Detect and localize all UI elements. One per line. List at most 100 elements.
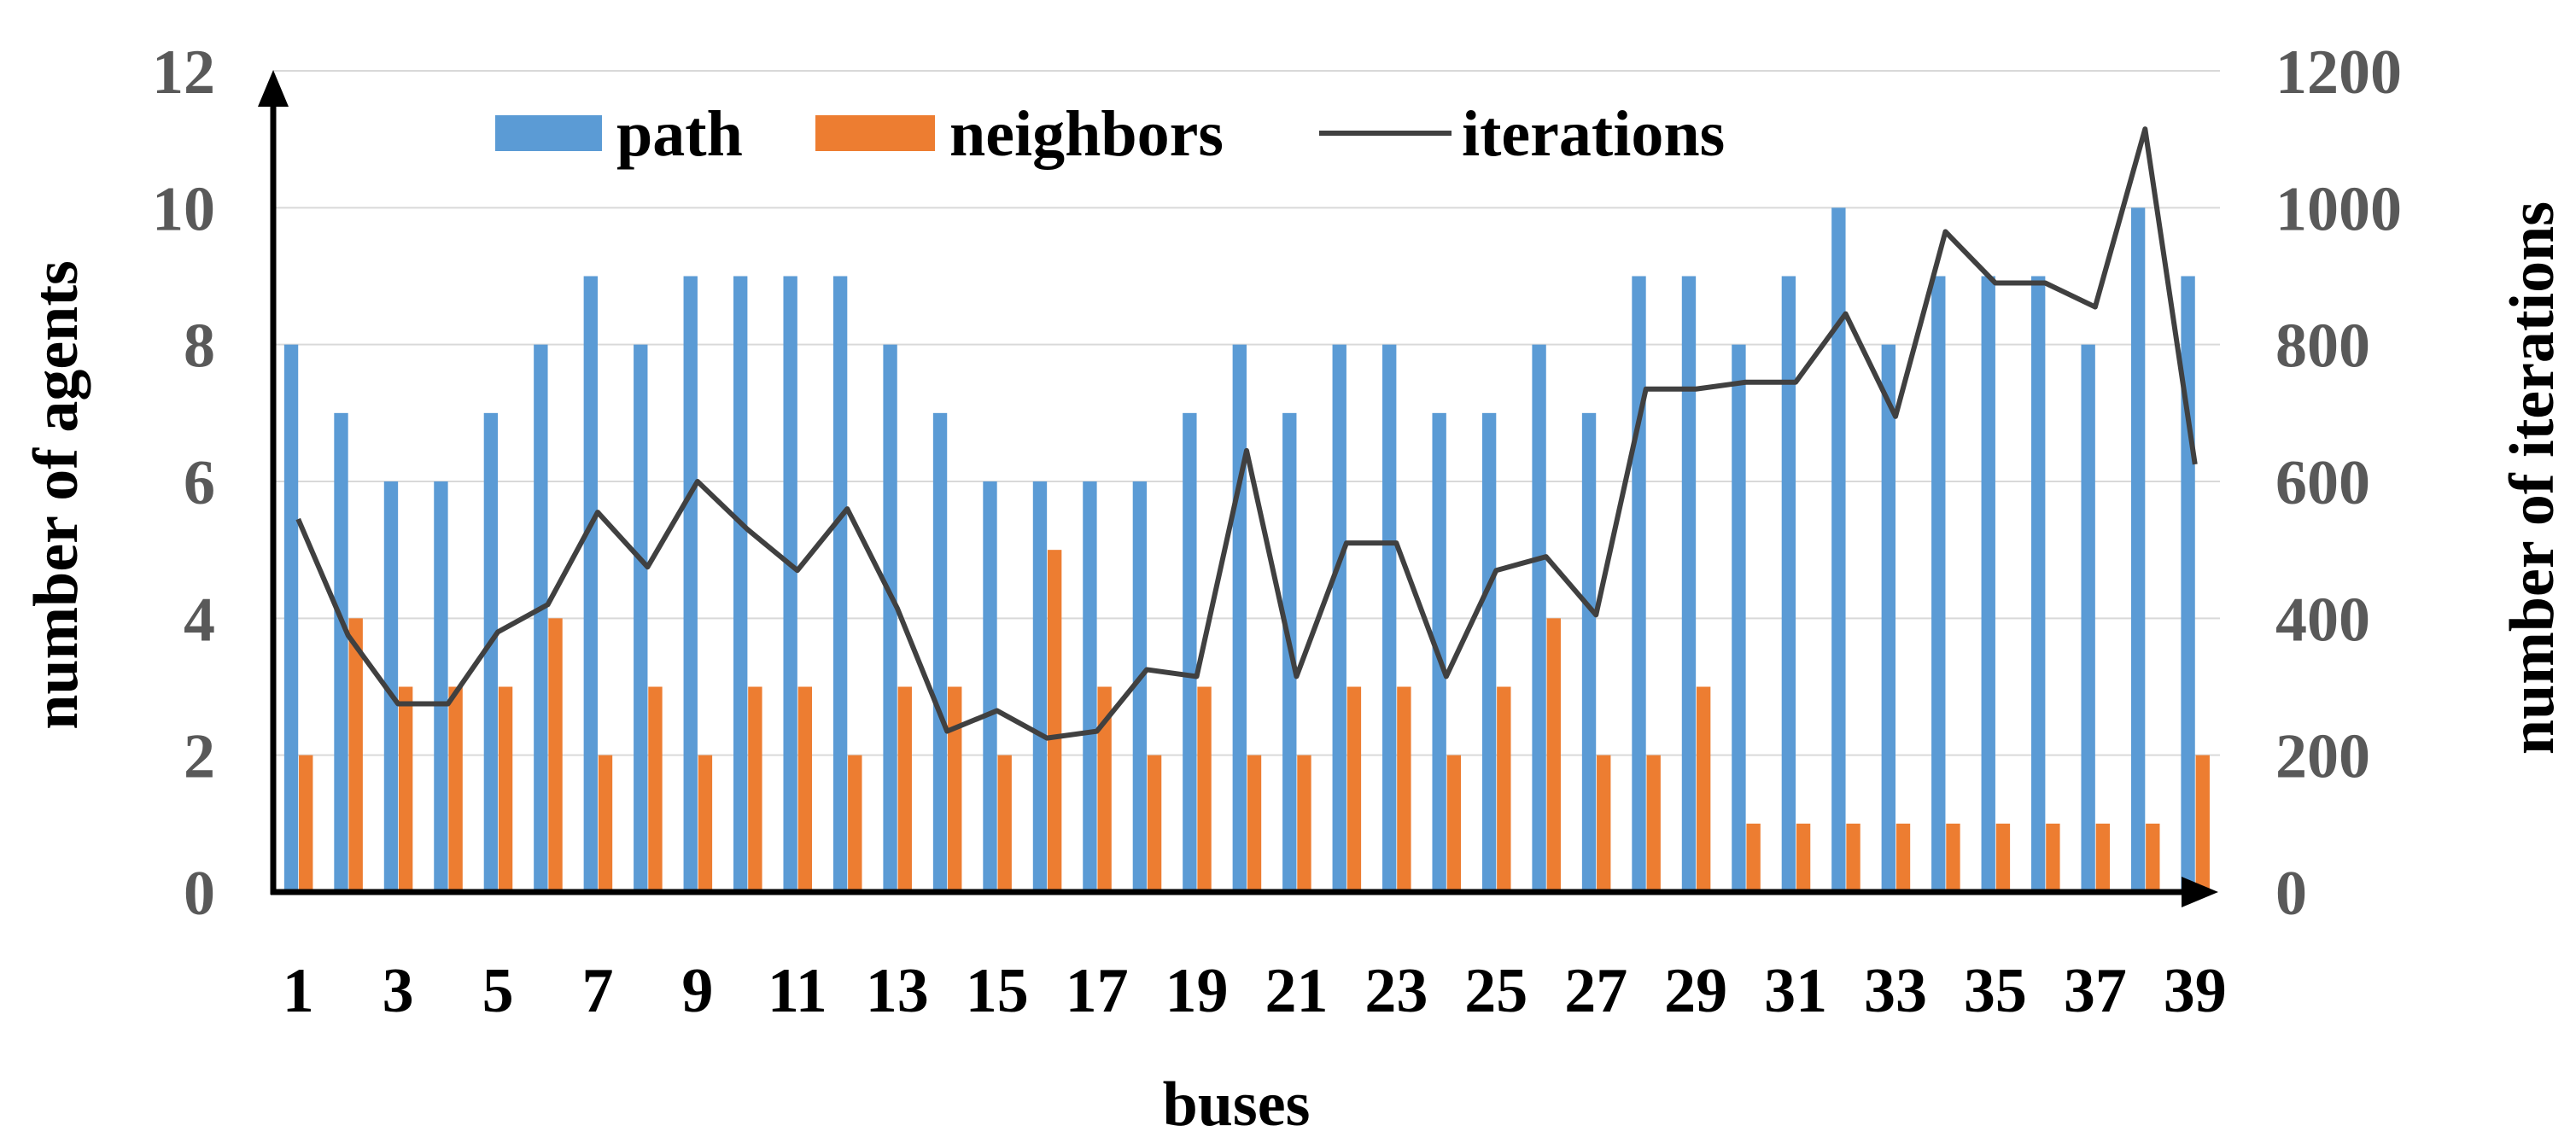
neighbors-bar (1546, 618, 1561, 892)
neighbors-bar (1946, 823, 1960, 892)
neighbors-bar (1147, 755, 1162, 892)
path-bar (1032, 481, 1048, 892)
path-bar (483, 412, 499, 892)
neighbors-bar (1297, 755, 1311, 892)
y2-tick-label: 600 (2275, 448, 2370, 518)
path-bar (434, 481, 448, 892)
neighbors-bar (348, 618, 363, 892)
y-tick-label: 12 (152, 38, 215, 108)
axes (258, 70, 2218, 907)
neighbors-bars (299, 550, 2210, 892)
path-bar (1232, 344, 1247, 893)
legend-label-iterations: iterations (1462, 98, 1725, 170)
neighbors-bar (1646, 755, 1661, 892)
neighbors-bar (1397, 686, 1411, 892)
path-bar (1581, 412, 1597, 892)
path-bar (334, 412, 348, 892)
y2-tick-label: 1000 (2275, 174, 2402, 244)
path-bar (1632, 276, 1646, 892)
path-bar (583, 276, 598, 892)
y-tick-label: 0 (184, 859, 215, 929)
x-tick-label: 7 (582, 956, 614, 1026)
x-tick-label: 39 (2164, 956, 2227, 1026)
legend: path neighbors iterations (495, 98, 1725, 170)
x-tick-label: 25 (1464, 956, 1527, 1026)
path-bar (1132, 481, 1148, 892)
path-bar (1831, 207, 1846, 893)
x-tick-label: 5 (482, 956, 514, 1026)
y2-tick-label: 1200 (2275, 38, 2402, 108)
path-bar (1083, 481, 1097, 892)
y2-tick-label: 0 (2275, 859, 2307, 929)
y-tick-label: 4 (184, 585, 215, 655)
path-bar (832, 276, 848, 892)
path-bar (1183, 412, 1197, 892)
path-bar (1981, 276, 1995, 892)
x-tick-label: 13 (866, 956, 929, 1026)
neighbors-bar (1796, 823, 1811, 892)
y-axis-arrow (258, 70, 289, 107)
neighbors-bar (2046, 823, 2060, 892)
neighbors-bar (797, 686, 813, 892)
neighbors-bar (2095, 823, 2111, 892)
neighbors-bar (1346, 686, 1362, 892)
x-axis-title: buses (1163, 1070, 1311, 1140)
neighbors-bar (1497, 686, 1511, 892)
path-bar (634, 344, 648, 893)
path-bar (2031, 276, 2046, 892)
neighbors-bar (748, 686, 762, 892)
legend-swatch-neighbors (815, 115, 935, 151)
x-tick-label: 29 (1664, 956, 1727, 1026)
neighbors-bar (1247, 755, 1262, 892)
path-bar (1332, 344, 1346, 893)
x-tick-label: 1 (283, 956, 314, 1026)
neighbors-bar (648, 686, 663, 892)
x-tick-label: 15 (966, 956, 1029, 1026)
y2-axis-title: number of iterations (2497, 201, 2567, 755)
legend-label-neighbors: neighbors (949, 98, 1224, 170)
neighbors-bar (1746, 823, 1761, 892)
path-bar (1732, 344, 1746, 893)
neighbors-bar (1097, 686, 1112, 892)
neighbors-bar (698, 755, 713, 892)
x-tick-label: 31 (1764, 956, 1827, 1026)
path-bar (283, 344, 299, 893)
path-bar (2081, 344, 2095, 893)
neighbors-bar (897, 686, 912, 892)
path-bar (2130, 207, 2146, 893)
neighbors-bar (1995, 823, 2011, 892)
x-tick-label: 3 (383, 956, 414, 1026)
x-tick-label: 11 (768, 956, 827, 1026)
neighbors-bar (299, 755, 313, 892)
neighbors-bar (2195, 755, 2210, 892)
y-tick-label: 6 (184, 448, 215, 518)
iterations-line-group (295, 126, 2198, 741)
neighbors-bar (948, 686, 962, 892)
neighbors-bar (398, 686, 413, 892)
x-tick-label: 17 (1066, 956, 1129, 1026)
x-tick-label: 33 (1864, 956, 1927, 1026)
path-bar (1881, 344, 1895, 893)
path-bar (1781, 276, 1796, 892)
path-bar (932, 412, 948, 892)
legend-label-path: path (616, 98, 743, 170)
neighbors-bar (1446, 755, 1462, 892)
neighbors-bar (848, 755, 862, 892)
x-tick-label: 27 (1564, 956, 1627, 1026)
y-tick-label: 2 (184, 722, 215, 792)
y2-tick-label: 800 (2275, 312, 2370, 382)
path-bars (283, 207, 2195, 893)
path-bar (883, 344, 897, 893)
path-bar (1382, 344, 1397, 893)
iterations-line (295, 126, 2198, 741)
y2-tick-label: 400 (2275, 585, 2370, 655)
x-tick-label: 35 (1964, 956, 2027, 1026)
x-tick-label: 37 (2064, 956, 2127, 1026)
path-bar (733, 276, 748, 892)
path-bar (534, 344, 548, 893)
x-tick-label: 23 (1364, 956, 1428, 1026)
neighbors-bar (598, 755, 613, 892)
neighbors-bar (498, 686, 513, 892)
neighbors-bar (448, 686, 463, 892)
